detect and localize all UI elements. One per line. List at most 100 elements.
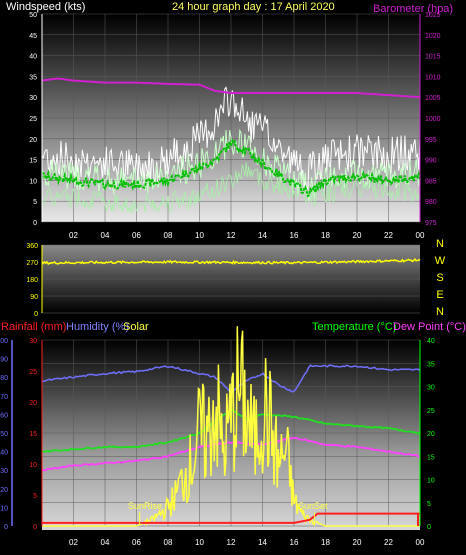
weather-x-tick-label: 04 xyxy=(101,538,110,547)
wind-lull-line xyxy=(41,162,421,214)
wind-x-tick-label: 00 xyxy=(416,231,425,240)
wind-tick-label: 20 xyxy=(29,137,37,144)
wind-tick-label: 15 xyxy=(29,158,37,165)
wind-x-tick-label: 02 xyxy=(69,231,78,240)
humidity-tick-label: 80 xyxy=(0,375,8,382)
wind-x-tick-label: 18 xyxy=(321,231,330,240)
wind-tick-label: 35 xyxy=(29,74,37,81)
temperature-tick-label: 15 xyxy=(427,454,435,461)
weather-x-tick-label: 00 xyxy=(416,538,425,547)
temperature-tick-label: 35 xyxy=(427,361,435,368)
compass-label: E xyxy=(436,289,443,301)
page-title: 24 hour graph day : 17 April 2020 xyxy=(172,1,335,13)
weather-x-tick-label: 14 xyxy=(258,538,267,547)
wind-x-tick-label: 12 xyxy=(227,231,236,240)
humidity-line xyxy=(41,364,421,393)
temperature-tick-label: 5 xyxy=(427,501,431,508)
wind-x-tick-label: 22 xyxy=(384,231,393,240)
rainfall-tick-label: 25 xyxy=(29,369,37,376)
direction-tick-label: 270 xyxy=(26,260,38,267)
barometer-tick-label: 1015 xyxy=(425,54,441,61)
rainfall-label: Rainfall (mm) xyxy=(1,321,66,333)
weather-x-tick-label: 02 xyxy=(69,538,78,547)
weather-x-tick-label: 08 xyxy=(164,538,173,547)
temperature-label: Temperature (°C) xyxy=(312,321,396,333)
dewpoint-label: Dew Point (°C) xyxy=(393,321,466,333)
barometer-line xyxy=(41,77,421,99)
direction-panel-axes: 0 90 180 270 360 xyxy=(26,243,43,318)
temperature-tick-label: 25 xyxy=(427,408,435,415)
weather-x-tick-label: 18 xyxy=(321,538,330,547)
wind-tick-label: 25 xyxy=(29,116,37,123)
barometer-tick-label: 990 xyxy=(425,158,437,165)
sunset-annotation: SunSet xyxy=(298,501,328,511)
compass-label: S xyxy=(436,272,443,284)
direction-tick-label: 360 xyxy=(26,243,38,250)
rainfall-tick-label: 0 xyxy=(33,524,37,531)
wind-panel-marks xyxy=(41,77,421,214)
wind-x-tick-label: 04 xyxy=(101,231,110,240)
humidity-tick-label: 90 xyxy=(0,357,8,364)
wind-x-tick-label: 10 xyxy=(195,231,204,240)
wind-tick-label: 5 xyxy=(33,199,37,206)
direction-tick-label: 180 xyxy=(26,277,38,284)
barometer-tick-label: 1010 xyxy=(425,74,441,81)
weather-x-tick-label: 10 xyxy=(195,538,204,547)
wind-tick-label: 40 xyxy=(29,54,37,61)
solar-label: Solar xyxy=(123,321,149,333)
temperature-tick-label: 20 xyxy=(427,431,435,438)
wind-gust-line xyxy=(41,86,421,190)
wind-tick-label: 0 xyxy=(33,220,37,227)
sunrise-annotation: SunRise xyxy=(128,501,162,511)
weather-x-tick-label: 16 xyxy=(290,538,299,547)
temperature-tick-label: 10 xyxy=(427,478,435,485)
barometer-tick-label: 1000 xyxy=(425,116,441,123)
rainfall-tick-label: 5 xyxy=(33,493,37,500)
rainfall-tick-label: 20 xyxy=(29,400,37,407)
wind-x-tick-label: 20 xyxy=(353,231,362,240)
humidity-tick-label: 30 xyxy=(0,468,8,475)
barometer-tick-label: 980 xyxy=(425,199,437,206)
windspeed-label: Windspeed (kts) xyxy=(6,1,85,13)
temperature-tick-label: 0 xyxy=(427,524,431,531)
compass-label: N xyxy=(436,238,444,250)
barometer-tick-label: 1020 xyxy=(425,33,441,40)
wind-x-tick-label: 08 xyxy=(164,231,173,240)
rainfall-tick-label: 30 xyxy=(29,338,37,345)
barometer-tick-label: 1005 xyxy=(425,95,441,102)
compass-label: W xyxy=(435,255,446,267)
direction-panel-marks xyxy=(41,257,421,266)
barometer-label: Barometer (hpa) xyxy=(373,3,453,15)
wind-speed-line xyxy=(41,138,421,198)
humidity-tick-label: 20 xyxy=(0,487,8,494)
weather-x-tick-label: 06 xyxy=(132,538,141,547)
temperature-line xyxy=(41,436,421,472)
humidity-tick-label: 100 xyxy=(0,338,8,345)
wind-x-tick-label: 14 xyxy=(258,231,267,240)
direction-tick-label: 0 xyxy=(34,311,38,318)
wind-panel-axes: 0510152025303540455097598098599099510001… xyxy=(29,12,440,240)
rainfall-tick-label: 10 xyxy=(29,462,37,469)
solar-line xyxy=(42,326,420,527)
rainfall-line xyxy=(42,512,420,524)
humidity-tick-label: 40 xyxy=(0,450,8,457)
wind-tick-label: 50 xyxy=(29,12,37,19)
humidity-label: Humidity (%) xyxy=(66,321,129,333)
humidity-tick-label: 60 xyxy=(0,412,8,419)
humidity-tick-label: 10 xyxy=(0,505,8,512)
temperature-tick-label: 30 xyxy=(427,385,435,392)
weather-x-tick-label: 12 xyxy=(227,538,236,547)
rainfall-tick-label: 15 xyxy=(29,431,37,438)
wind-tick-label: 30 xyxy=(29,95,37,102)
direction-tick-label: 90 xyxy=(30,294,38,301)
weather-panel-marks: SunRise SunSet xyxy=(41,326,421,527)
humidity-tick-label: 50 xyxy=(0,431,8,438)
weather-panel-axes: 0510152025303540010203040506070809010005… xyxy=(0,338,435,547)
barometer-tick-label: 985 xyxy=(425,178,437,185)
barometer-tick-label: 975 xyxy=(425,220,437,227)
barometer-tick-label: 995 xyxy=(425,137,437,144)
weather-x-tick-label: 22 xyxy=(384,538,393,547)
